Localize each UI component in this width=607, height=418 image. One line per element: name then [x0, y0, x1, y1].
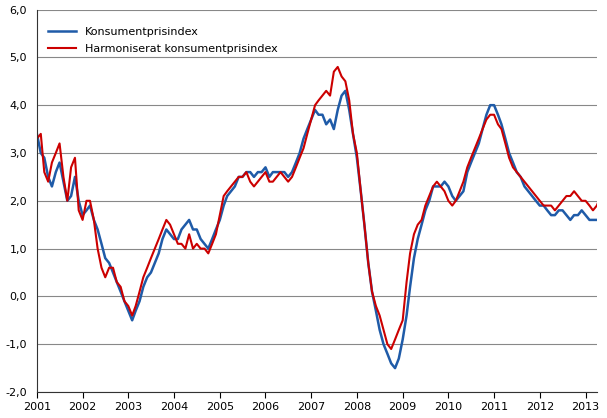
Legend: Konsumentprisindex, Harmoniserat konsumentprisindex: Konsumentprisindex, Harmoniserat konsume… — [48, 27, 277, 54]
Line: Harmoniserat konsumentprisindex: Harmoniserat konsumentprisindex — [37, 67, 607, 349]
Line: Konsumentprisindex: Konsumentprisindex — [37, 91, 607, 368]
